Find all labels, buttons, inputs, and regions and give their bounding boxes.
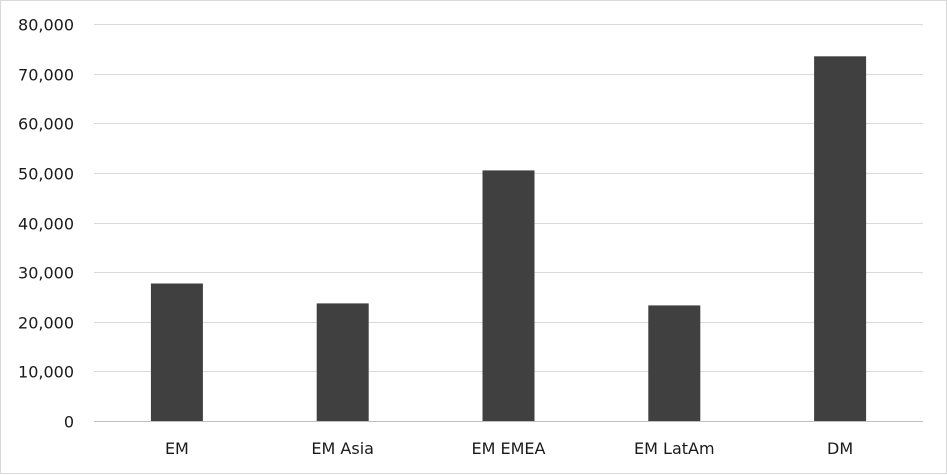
bar-em-emea [482,170,535,421]
y-tick-label: 50,000 [18,165,74,184]
bars [150,56,867,422]
y-tick-label: 60,000 [18,115,74,134]
x-category-label: EM LatAm [634,439,715,458]
y-tick-label: 40,000 [18,215,74,234]
y-axis-tick-labels: 0 10,000 20,000 30,000 40,000 50,000 60,000 70,… [18,16,74,432]
bar-em-asia [316,303,369,421]
bar-em-latam [648,305,701,421]
y-tick-label: 30,000 [18,264,74,283]
bar-em [150,283,203,421]
x-category-label: EM [165,439,189,458]
bar-dm [814,56,867,422]
x-axis-category-labels: EM EM Asia EM EMEA EM LatAm DM [165,439,853,458]
x-category-label: EM EMEA [472,439,546,458]
y-tick-label: 10,000 [18,363,74,382]
y-tick-label: 70,000 [18,66,74,85]
y-tick-label: 80,000 [18,16,74,35]
x-category-label: DM [827,439,853,458]
y-tick-label: 0 [64,413,74,432]
x-category-label: EM Asia [311,439,374,458]
y-tick-label: 20,000 [18,314,74,333]
